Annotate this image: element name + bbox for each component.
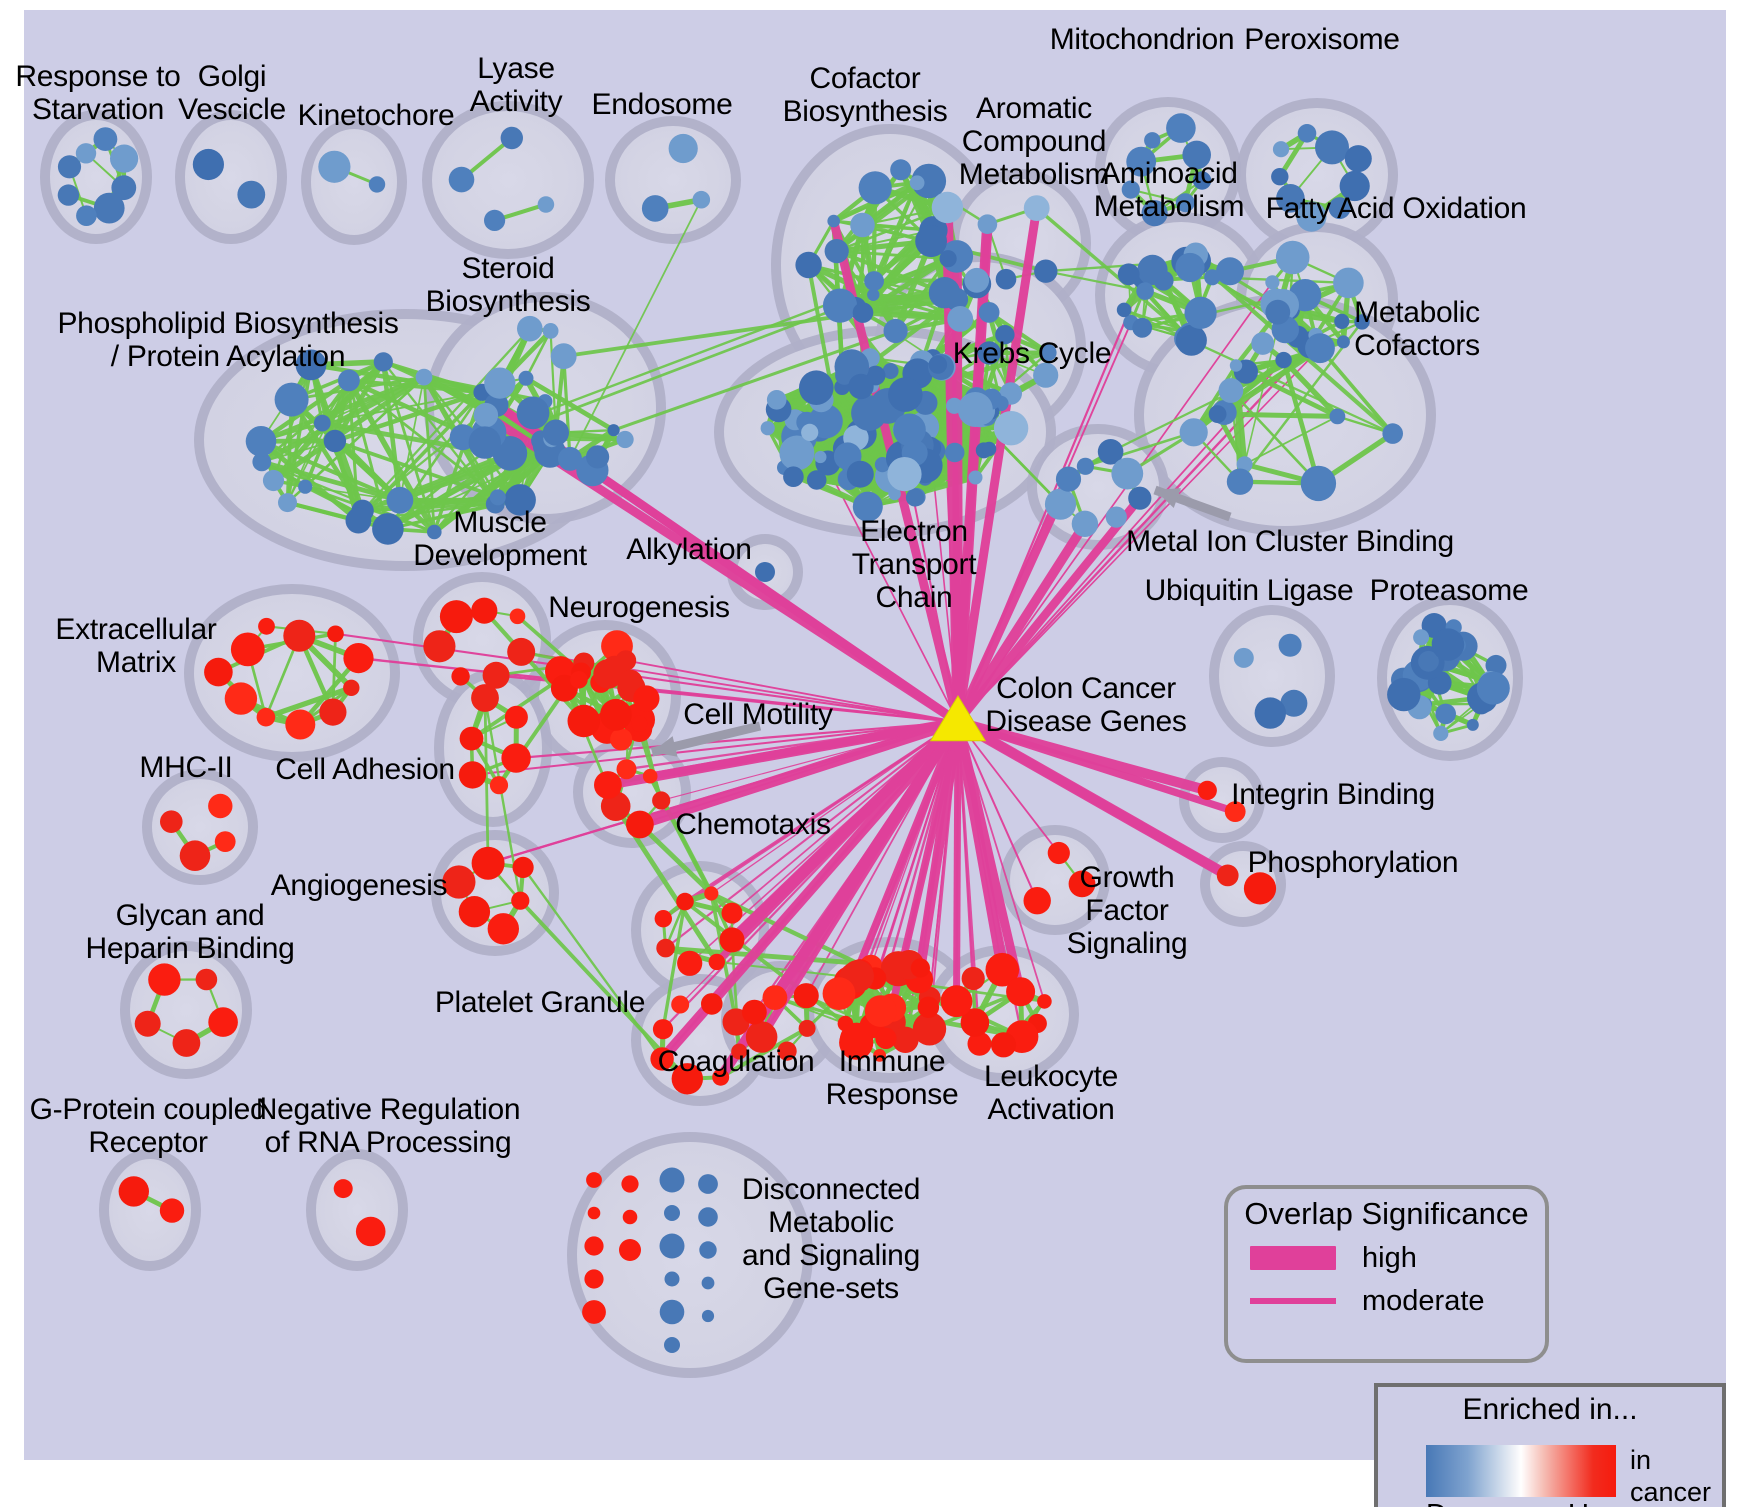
moderate-overlap-label: moderate [1362, 1284, 1485, 1317]
high-overlap-label: high [1362, 1241, 1417, 1274]
hub-edges-high [483, 207, 1237, 1080]
gene-set-nodes [57, 113, 1510, 1353]
enrichment-color-gradient [1426, 1445, 1616, 1497]
enrichment-low-label: Down [1426, 1499, 1500, 1507]
overlap-significance-legend: Overlap Significance high moderate [1224, 1185, 1549, 1363]
high-overlap-swatch [1250, 1246, 1336, 1271]
overlap-legend-title: Overlap Significance [1244, 1196, 1529, 1231]
moderate-overlap-swatch [1250, 1298, 1336, 1305]
enriched-legend-title: Enriched in... [1462, 1393, 1638, 1426]
callout-arrows [650, 485, 1232, 757]
hub-node[interactable] [929, 695, 987, 742]
enrichment-high-label: Up [1568, 1499, 1605, 1507]
overlap-legend-item-moderate: moderate [1228, 1285, 1545, 1318]
enriched-in-legend: Enriched in... Down Up in cancer samples… [1374, 1383, 1726, 1507]
enrichment-description: in cancer samples vs. controls [1630, 1445, 1712, 1507]
overlap-legend-item-high: high [1228, 1242, 1545, 1275]
